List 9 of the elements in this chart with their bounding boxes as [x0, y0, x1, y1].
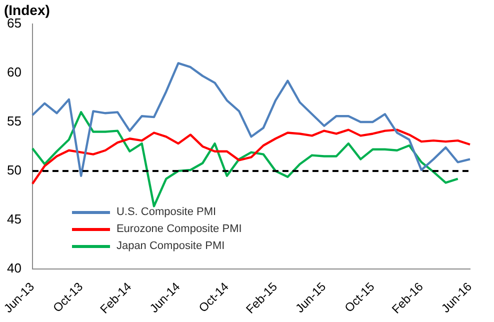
y-tick-label: 60: [6, 64, 22, 80]
y-tick-label: 55: [6, 114, 22, 129]
legend-label: U.S. Composite PMI: [116, 206, 216, 218]
legend-label: Japan Composite PMI: [116, 240, 225, 252]
y-tick-label: 40: [6, 260, 22, 276]
y-tick-label: 50: [6, 162, 22, 178]
y-axis-title: (Index): [4, 2, 50, 18]
y-tick-label: 45: [6, 212, 22, 227]
legend-label: Eurozone Composite PMI: [116, 223, 242, 236]
